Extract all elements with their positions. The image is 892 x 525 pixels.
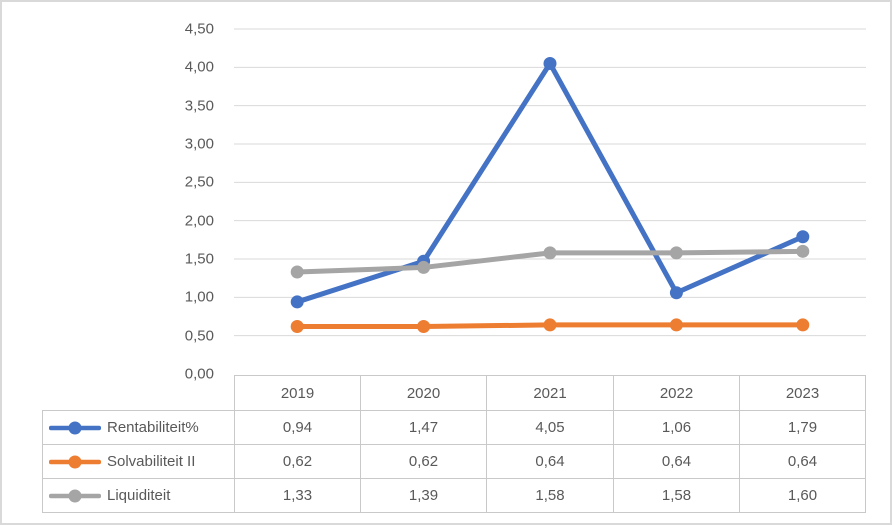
table-row-solvabiliteit: Solvabiliteit II 0,62 0,62 0,64 0,64 0,6… bbox=[42, 444, 866, 479]
data-point-liquiditeit-2023 bbox=[796, 244, 810, 258]
series-name-label: Solvabiliteit II bbox=[107, 453, 196, 470]
data-point-liquiditeit-2020 bbox=[417, 260, 431, 274]
data-point-solvabiliteit-ii-2020 bbox=[417, 319, 431, 333]
y-axis-tick-label: 4,00 bbox=[184, 58, 214, 76]
line-marker-swatch-icon bbox=[49, 489, 101, 502]
value-cell: 0,94 bbox=[234, 410, 361, 445]
value-cell: 1,79 bbox=[739, 410, 866, 445]
legend-cell-solvabiliteit: Solvabiliteit II bbox=[42, 444, 235, 479]
y-axis-tick-label: 1,00 bbox=[184, 288, 214, 306]
y-axis-tick-label: 0,50 bbox=[184, 327, 214, 345]
y-axis-tick-label: 3,00 bbox=[184, 135, 214, 153]
y-axis-tick-label: 0,00 bbox=[184, 365, 214, 383]
table-corner-cell bbox=[43, 376, 235, 411]
y-axis-tick-label: 2,50 bbox=[184, 173, 214, 191]
value-cell: 1,33 bbox=[234, 478, 361, 513]
table-row-liquiditeit: Liquiditeit 1,33 1,39 1,58 1,58 1,60 bbox=[42, 478, 866, 513]
data-point-solvabiliteit-ii-2021 bbox=[543, 318, 557, 332]
data-point-solvabiliteit-ii-2022 bbox=[669, 318, 683, 332]
value-cell: 0,64 bbox=[486, 444, 614, 479]
value-cell: 4,05 bbox=[486, 410, 614, 445]
value-cell: 0,62 bbox=[360, 444, 487, 479]
value-cell: 0,64 bbox=[613, 444, 740, 479]
line-marker-swatch-icon bbox=[49, 455, 101, 468]
table-header-row: 2019 2020 2021 2022 2023 bbox=[43, 375, 866, 411]
line-marker-swatch-icon bbox=[49, 421, 101, 434]
series-name-label: Liquiditeit bbox=[107, 487, 171, 504]
year-header-cell: 2023 bbox=[739, 375, 866, 411]
table-row-rentabiliteit: Rentabiliteit% 0,94 1,47 4,05 1,06 1,79 bbox=[42, 410, 866, 445]
data-point-rentabiliteit-2023 bbox=[796, 230, 810, 244]
value-cell: 1,47 bbox=[360, 410, 487, 445]
data-point-rentabiliteit-2021 bbox=[543, 57, 557, 70]
data-point-liquiditeit-2022 bbox=[669, 246, 683, 260]
value-cell: 0,62 bbox=[234, 444, 361, 479]
y-axis-tick-label: 4,50 bbox=[184, 20, 214, 38]
value-cell: 1,58 bbox=[613, 478, 740, 513]
value-cell: 0,64 bbox=[739, 444, 866, 479]
year-header-cell: 2021 bbox=[486, 375, 614, 411]
year-header-cell: 2020 bbox=[360, 375, 487, 411]
data-table: 2019 2020 2021 2022 2023 Rentabiliteit% … bbox=[42, 375, 866, 513]
value-cell: 1,06 bbox=[613, 410, 740, 445]
year-header-cell: 2022 bbox=[613, 375, 740, 411]
series-name-label: Rentabiliteit% bbox=[107, 419, 199, 436]
legend-cell-liquiditeit: Liquiditeit bbox=[42, 478, 235, 513]
value-cell: 1,39 bbox=[360, 478, 487, 513]
data-point-solvabiliteit-ii-2023 bbox=[796, 318, 810, 332]
y-axis-tick-label: 3,50 bbox=[184, 97, 214, 115]
value-cell: 1,60 bbox=[739, 478, 866, 513]
y-axis-tick-label: 1,50 bbox=[184, 250, 214, 268]
data-point-solvabiliteit-ii-2019 bbox=[290, 319, 304, 333]
data-point-rentabiliteit-2022 bbox=[669, 286, 683, 300]
data-point-liquiditeit-2021 bbox=[543, 246, 557, 260]
data-point-rentabiliteit-2019 bbox=[290, 295, 304, 309]
value-cell: 1,58 bbox=[486, 478, 614, 513]
y-axis-tick-label: 2,00 bbox=[184, 212, 214, 230]
year-header-cell: 2019 bbox=[234, 375, 361, 411]
data-point-liquiditeit-2019 bbox=[290, 265, 304, 279]
legend-cell-rentabiliteit: Rentabiliteit% bbox=[42, 410, 235, 445]
